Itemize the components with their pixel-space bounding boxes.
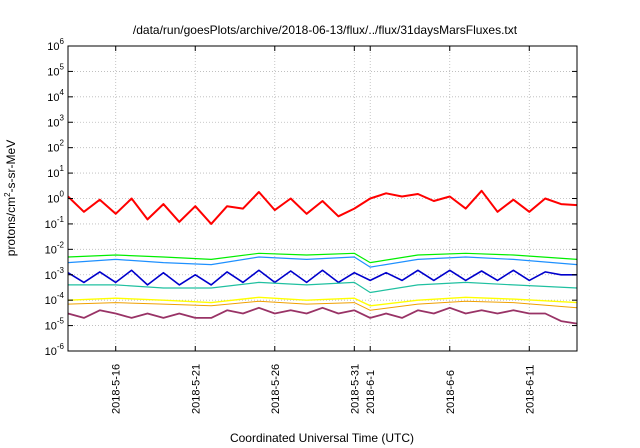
y-tick-exp: -6 [57, 342, 65, 351]
y-tick-base: 10 [47, 168, 59, 180]
y-tick-label: 102 [47, 139, 64, 155]
y-tick-exp: 5 [60, 62, 65, 71]
y-tick-exp: 1 [60, 164, 65, 173]
series-line-0 [67, 189, 578, 225]
y-tick-base: 10 [47, 117, 59, 129]
x-tick-label: 2018-6-1 [365, 370, 377, 414]
x-tick-label: 2018-6-6 [445, 370, 457, 414]
y-axis-label-post: -s-sr-MeV [4, 140, 18, 193]
x-tick-label: 2018-5-21 [190, 364, 202, 414]
chart-title: /data/run/goesPlots/archive/2018-06-13/f… [133, 23, 518, 37]
y-tick-label: 103 [47, 113, 64, 129]
series-line-5 [67, 296, 578, 307]
y-axis-label-pre: protons/cm [4, 197, 18, 256]
y-tick-label: 105 [47, 62, 64, 78]
series-line-2 [67, 256, 578, 268]
y-tick-label: 106 [47, 37, 64, 53]
y-tick-base: 10 [45, 244, 57, 256]
series-line-3 [67, 269, 577, 286]
y-tick-label: 100 [47, 190, 64, 206]
y-tick-base: 10 [47, 194, 59, 206]
x-tick-label: 2018-5-26 [270, 364, 282, 414]
y-tick-label: 10-4 [45, 291, 65, 307]
series-line-1 [67, 252, 578, 264]
y-tick-base: 10 [47, 66, 59, 78]
y-tick-label: 101 [47, 164, 64, 180]
y-tick-label: 10-1 [45, 215, 65, 231]
y-axis-label: protons/cm2-s-sr-MeV [3, 140, 18, 256]
y-tick-base: 10 [47, 41, 59, 53]
series-group [67, 189, 578, 325]
y-tick-exp: -2 [57, 240, 65, 249]
y-axis-ticks: 10-610-510-410-310-210-11001011021031041… [45, 37, 577, 358]
y-tick-exp: -1 [57, 215, 65, 224]
series-line-4 [68, 281, 578, 294]
y-tick-label: 10-2 [45, 240, 65, 256]
y-tick-label: 10-3 [45, 266, 65, 282]
y-axis-label-sup: 2 [3, 192, 12, 197]
y-tick-exp: -3 [57, 266, 65, 275]
x-tick-label: 2018-6-11 [524, 365, 536, 414]
y-tick-exp: 2 [60, 139, 65, 148]
x-tick-label: 2018-5-31 [349, 364, 361, 414]
y-tick-base: 10 [45, 346, 57, 358]
y-tick-base: 10 [45, 270, 57, 282]
y-tick-exp: 3 [60, 113, 65, 122]
y-tick-exp: -4 [57, 291, 65, 300]
x-axis-ticks: 2018-5-16 2018-5-21 2018-5-26 2018-5-31 2018… [111, 46, 536, 414]
x-axis-label: Coordinated Universal Time (UTC) [230, 431, 414, 445]
series-line-6 [67, 300, 578, 311]
x-tick-label: 2018-5-16 [111, 364, 123, 414]
y-tick-base: 10 [47, 92, 59, 104]
y-tick-exp: 0 [60, 190, 65, 199]
grid-lines [68, 45, 577, 352]
y-tick-base: 10 [47, 143, 59, 155]
y-tick-label: 10-5 [45, 317, 65, 333]
y-tick-label: 104 [47, 88, 64, 104]
y-tick-exp: -5 [57, 317, 65, 326]
y-tick-base: 10 [45, 295, 57, 307]
y-tick-base: 10 [45, 219, 57, 231]
y-tick-exp: 6 [60, 37, 65, 46]
y-tick-label: 10-6 [45, 342, 65, 358]
y-tick-base: 10 [45, 321, 57, 333]
series-line-7 [67, 306, 578, 325]
y-tick-exp: 4 [60, 88, 65, 97]
